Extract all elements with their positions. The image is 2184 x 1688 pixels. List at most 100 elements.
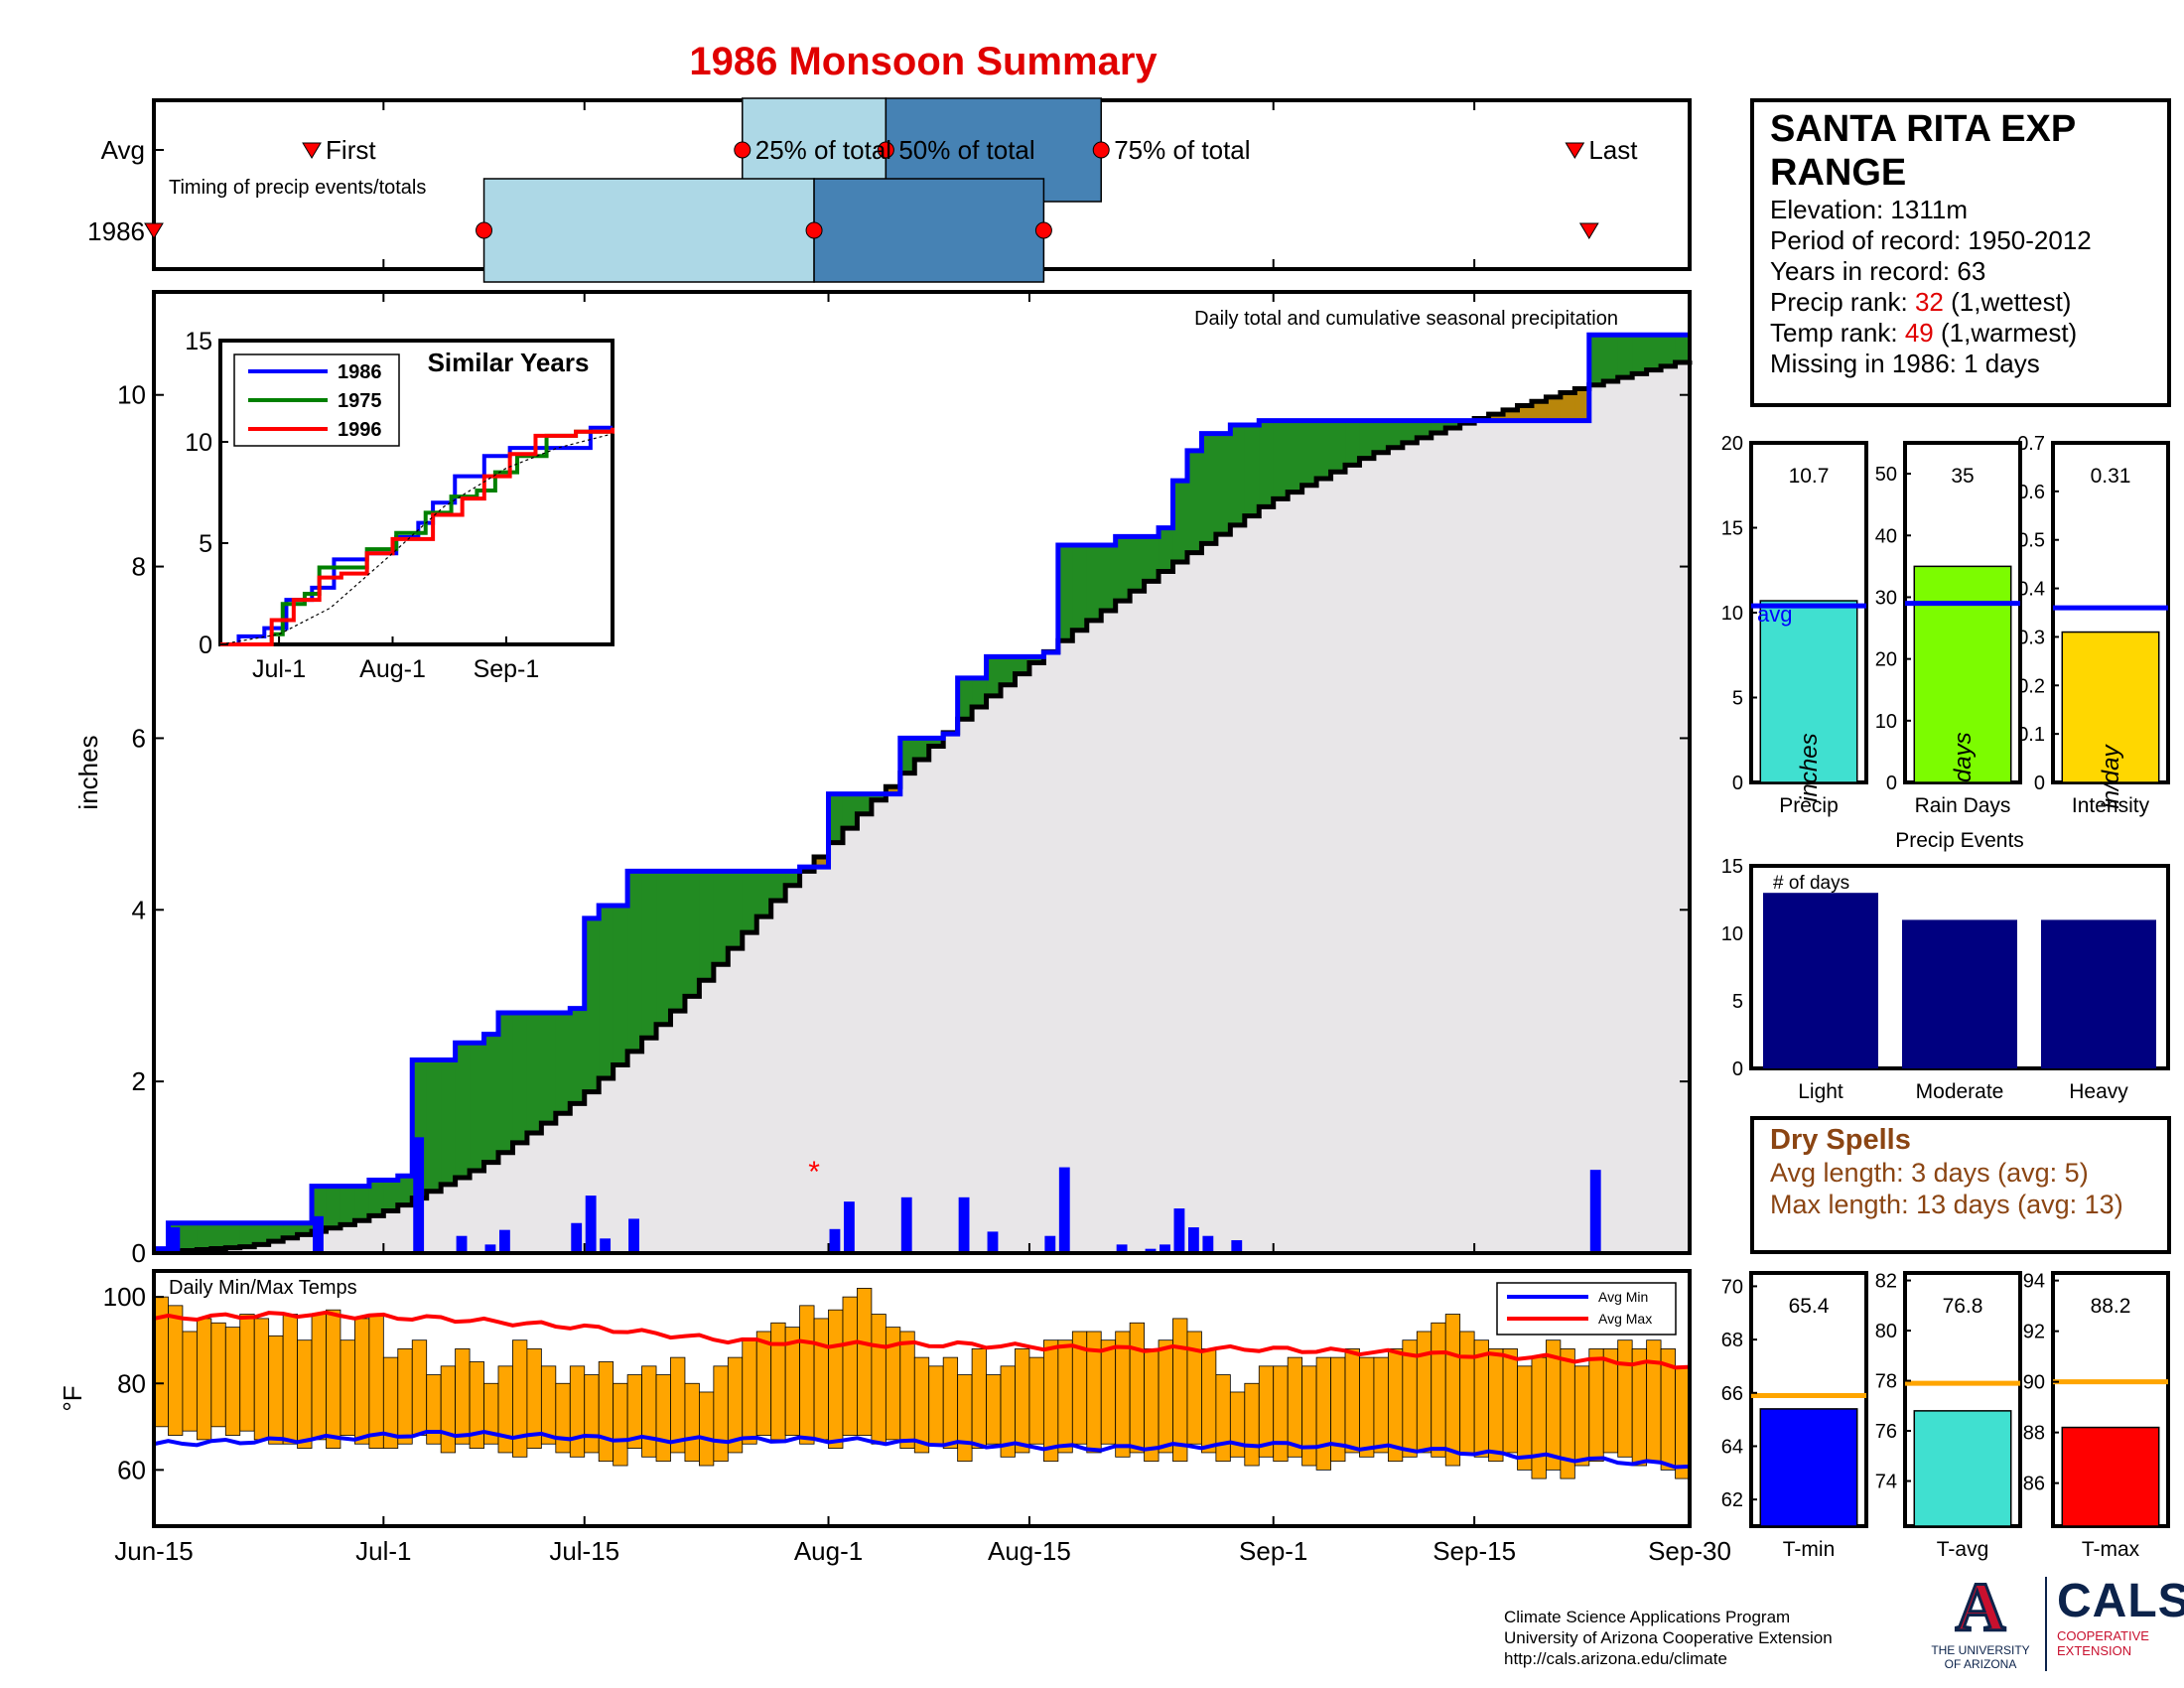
daily-temp-bar	[713, 1365, 729, 1463]
daily-temp-bar	[857, 1288, 873, 1436]
dry-spells-max: Max length: 13 days (avg: 13)	[1770, 1190, 2123, 1219]
daily-temp-bar	[1444, 1314, 1461, 1467]
intensity-bar	[2061, 631, 2160, 783]
tmax-value: 88.2	[2091, 1295, 2131, 1318]
events-title: Precip Events	[1895, 829, 2024, 852]
intensity-y-tick-label: 0.5	[2017, 530, 2045, 552]
x-tick-label: Aug-1	[794, 1536, 863, 1566]
cals-line-1: COOPERATIVE	[2057, 1628, 2149, 1643]
missing-day-marker: *	[808, 1156, 820, 1189]
tavg-y-tick-label: 78	[1875, 1371, 1897, 1393]
precip_total-y-tick-label: 10	[1721, 603, 1743, 625]
daily-temp-bar	[799, 1305, 815, 1445]
below-average-fill	[1560, 392, 1575, 421]
daily-precip-bar	[628, 1218, 639, 1253]
above-average-fill	[857, 793, 873, 814]
timing-avg-row-label: Avg	[101, 135, 145, 165]
tmax-y-tick-label: 88	[2023, 1423, 2045, 1445]
events-y-tick-label: 0	[1732, 1058, 1743, 1080]
daily-precip-bar	[456, 1235, 468, 1253]
precip-rank-value: 32	[1914, 287, 1944, 317]
rain_days-y-tick-label: 0	[1886, 773, 1897, 794]
above-average-fill	[584, 917, 600, 1092]
above-average-fill	[1301, 420, 1317, 486]
intensity-y-tick-label: 0.4	[2017, 579, 2045, 601]
above-average-fill	[1632, 335, 1648, 374]
temps-y-tick-label: 100	[103, 1282, 146, 1312]
above-average-fill	[1144, 536, 1160, 582]
daily-precip-bar	[843, 1201, 855, 1253]
daily-temp-bar	[340, 1339, 355, 1436]
tmin-y-tick-label: 62	[1721, 1489, 1743, 1511]
above-average-fill	[254, 1222, 270, 1245]
timing-box-q25-q50	[482, 178, 815, 283]
above-average-fill	[828, 793, 844, 843]
above-average-fill	[972, 677, 988, 707]
daily-temp-bar	[253, 1318, 270, 1441]
timing-first-last-marker	[144, 222, 164, 239]
daily-temp-bar	[1359, 1356, 1375, 1458]
above-average-fill	[1288, 420, 1303, 492]
above-average-fill	[1244, 424, 1260, 516]
above-average-fill	[497, 1013, 514, 1153]
precip-rank-prefix: Precip rank:	[1770, 287, 1915, 317]
daily-temp-bar	[1028, 1356, 1044, 1445]
station-info-box	[1750, 98, 2171, 407]
figure-title: 1986 Monsoon Summary	[689, 40, 1158, 83]
temp-rank: Temp rank: 49 (1,warmest)	[1770, 318, 2162, 349]
below-average-fill	[1546, 396, 1562, 421]
above-average-fill	[283, 1222, 299, 1238]
above-average-fill	[340, 1186, 356, 1225]
inset-y-tick-label: 10	[185, 429, 212, 457]
daily-temp-bar	[282, 1314, 298, 1445]
above-average-fill	[928, 738, 944, 747]
x-tick-label: Jul-1	[355, 1536, 411, 1566]
x-tick-label: Sep-30	[1648, 1536, 1731, 1566]
above-average-fill	[1417, 420, 1433, 438]
daily-temp-bar	[1215, 1374, 1231, 1463]
tmax-xlabel: T-max	[2082, 1538, 2140, 1561]
ua-a-logo-icon: A	[1954, 1570, 2007, 1646]
rain_days-xlabel: Rain Days	[1915, 794, 2011, 817]
q50-label: 50% of total	[898, 135, 1034, 165]
inset-x-tick-label: Jul-1	[252, 655, 306, 683]
timing-first-last-marker	[1565, 142, 1585, 159]
daily-temps-chart: 60 80 100 °F Daily Min/Max Temps Avg Min Avg M…	[58, 1269, 1731, 1566]
daily-precip-bar	[498, 1229, 510, 1253]
tavg-bar	[1913, 1410, 2012, 1527]
daily-temp-bar	[842, 1296, 858, 1436]
above-average-fill	[455, 1043, 471, 1178]
above-average-fill	[728, 871, 744, 949]
tavg-y-tick-label: 82	[1875, 1271, 1897, 1293]
temp-stats-charts: 65.4 62 64 66 68 70 T-min 76.8 74 76 78 80 82 T-avg 88…	[1721, 1271, 2170, 1561]
x-tick-label: Jul-15	[549, 1536, 619, 1566]
inset-y-tick-label: 0	[199, 632, 212, 659]
daily-temp-bar	[1100, 1339, 1117, 1445]
tmax-y-tick-label: 92	[2023, 1322, 2045, 1343]
daily-temp-bar	[742, 1339, 757, 1445]
above-average-fill	[1101, 544, 1117, 612]
above-average-fill	[684, 871, 701, 997]
timing-year-row-label: 1986	[87, 216, 145, 246]
inset-y-tick-label: 5	[199, 530, 212, 558]
daily-temp-bar	[986, 1374, 1002, 1445]
events-bar	[2041, 919, 2156, 1068]
above-average-fill	[326, 1186, 341, 1228]
dry-spells-box	[1750, 1116, 2171, 1254]
above-average-fill	[986, 656, 1002, 696]
daily-temp-bar	[1617, 1339, 1633, 1458]
daily-temp-bar	[1675, 1365, 1691, 1479]
daily-precip-bar	[1187, 1227, 1199, 1253]
daily-precip-bar	[169, 1227, 181, 1253]
above-average-fill	[512, 1013, 528, 1143]
tavg-y-tick-label: 76	[1875, 1421, 1897, 1443]
daily-temp-bar	[497, 1365, 513, 1454]
intensity-bar-label: in/day	[2098, 744, 2124, 809]
above-average-fill	[1330, 420, 1346, 473]
daily-temp-bar	[871, 1314, 887, 1445]
daily-temp-bar	[1488, 1348, 1504, 1463]
year-cumulative-line	[154, 332, 1690, 1252]
above-average-fill	[197, 1222, 212, 1250]
